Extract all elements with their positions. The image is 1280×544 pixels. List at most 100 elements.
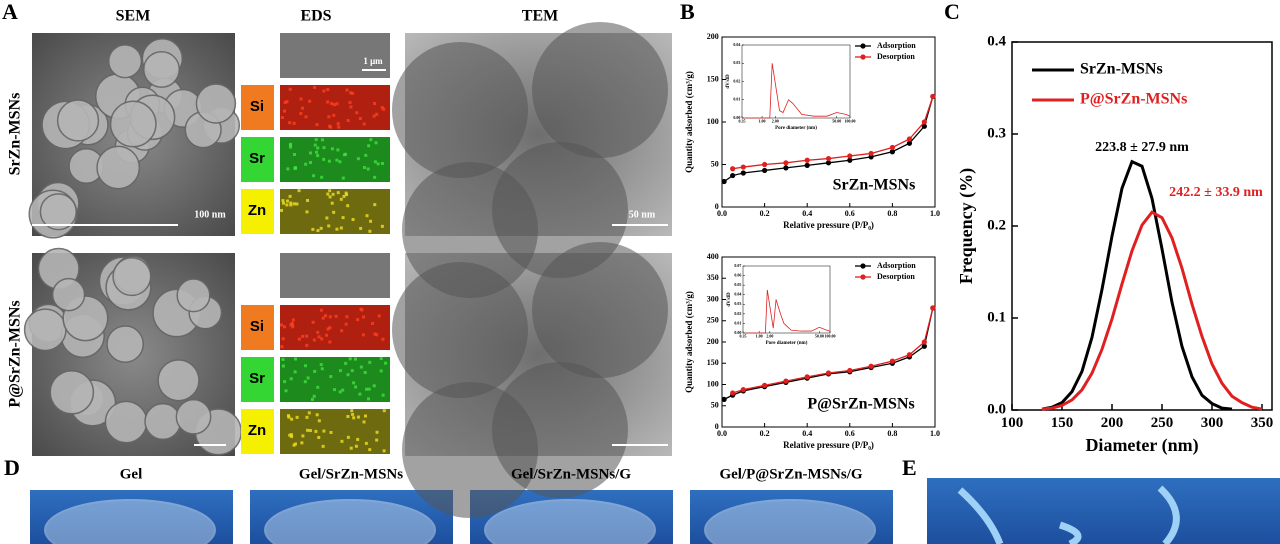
eds-dot bbox=[309, 161, 313, 165]
panel-label: C bbox=[944, 0, 960, 24]
particle bbox=[106, 325, 144, 363]
data-point bbox=[721, 396, 727, 402]
y-tick-label: 0.00 bbox=[733, 115, 740, 120]
eds-dot bbox=[381, 337, 385, 341]
particle bbox=[39, 193, 77, 231]
particle bbox=[107, 44, 143, 79]
x-tick-label: 0.6 bbox=[845, 209, 855, 218]
x-tick-label: 0.35 bbox=[740, 334, 747, 339]
eds-dot bbox=[280, 323, 284, 327]
eds-dot bbox=[326, 192, 330, 196]
gel bbox=[704, 499, 876, 544]
x-tick-label: 0.8 bbox=[887, 429, 897, 438]
eds-dot bbox=[286, 167, 290, 171]
eds-dot bbox=[375, 112, 379, 116]
eds-dot bbox=[314, 138, 318, 142]
x-tick-label: 0.4 bbox=[802, 429, 812, 438]
panel-label: A bbox=[2, 0, 18, 24]
y-axis-label: Frequency (%) bbox=[956, 168, 977, 284]
data-point bbox=[906, 136, 913, 142]
eds-image bbox=[280, 253, 390, 298]
x-tick-label: 300 bbox=[1201, 415, 1224, 431]
eds-dot bbox=[359, 226, 363, 230]
eds-dot bbox=[328, 189, 332, 193]
eds-dot bbox=[335, 102, 339, 106]
particle bbox=[23, 308, 67, 352]
particle bbox=[176, 278, 211, 313]
gel bbox=[264, 499, 436, 544]
eds-dot bbox=[326, 88, 330, 92]
eds-dot bbox=[316, 330, 320, 334]
eds-dot bbox=[344, 361, 348, 365]
x-tick-label: 0.35 bbox=[739, 119, 746, 124]
eds-dot bbox=[384, 361, 388, 365]
y-tick-label: 0.1 bbox=[987, 309, 1006, 325]
eds-dot bbox=[304, 115, 308, 119]
eds-dot bbox=[313, 369, 317, 373]
eds-dot bbox=[288, 121, 292, 125]
data-point bbox=[921, 343, 927, 349]
panel-label: E bbox=[902, 455, 917, 480]
eds-dot bbox=[365, 387, 369, 391]
eds-dot bbox=[330, 201, 334, 205]
eds-dot bbox=[306, 198, 310, 202]
eds-dot bbox=[373, 175, 377, 179]
eds-dot bbox=[290, 435, 294, 439]
eds-dot bbox=[316, 154, 320, 158]
eds-dot bbox=[354, 444, 358, 448]
x-tick-label: 2.00 bbox=[766, 334, 773, 339]
x-tick-label: 0.0 bbox=[717, 429, 727, 438]
eds-dot bbox=[361, 333, 365, 337]
photo-caption: Gel/SrZn-MSNs/G bbox=[511, 466, 631, 482]
series-line bbox=[732, 96, 934, 170]
legend-marker bbox=[860, 54, 866, 60]
eds-dot bbox=[336, 148, 340, 152]
eds-dot bbox=[308, 151, 312, 155]
eds-dot bbox=[291, 325, 295, 329]
eds-dot bbox=[330, 147, 334, 151]
eds-dot bbox=[346, 373, 350, 377]
eds-dot bbox=[352, 416, 356, 420]
eds-dot bbox=[320, 175, 324, 179]
eds-dot bbox=[315, 123, 319, 127]
y-tick-label: 0 bbox=[715, 202, 719, 211]
data-point bbox=[762, 382, 768, 388]
eds-dot bbox=[364, 441, 368, 445]
particle bbox=[157, 359, 200, 402]
x-tick-label: 100.00 bbox=[845, 119, 856, 124]
eds-dot bbox=[328, 195, 332, 199]
eds-dot bbox=[351, 412, 355, 416]
eds-dot bbox=[356, 415, 360, 419]
legend-label: P@SrZn-MSNs bbox=[1080, 91, 1187, 108]
eds-dot bbox=[312, 338, 316, 342]
x-axis-label: Diameter (nm) bbox=[1085, 435, 1198, 456]
eds-dot bbox=[326, 100, 330, 104]
data-point bbox=[740, 164, 746, 170]
photo-caption: Gel/SrZn-MSNs bbox=[299, 466, 403, 482]
eds-dot bbox=[332, 103, 336, 107]
eds-dot bbox=[283, 380, 287, 384]
particle bbox=[195, 83, 237, 124]
eds-dot bbox=[375, 333, 379, 337]
y-tick-label: 0.05 bbox=[734, 282, 741, 287]
eds-dot bbox=[368, 448, 372, 452]
y-tick-label: 0.3 bbox=[987, 125, 1006, 141]
column-header: EDS bbox=[300, 8, 331, 25]
y-tick-label: 200 bbox=[707, 337, 719, 346]
eds-dot bbox=[321, 316, 325, 320]
y-tick-label: 350 bbox=[707, 273, 719, 282]
particle bbox=[109, 100, 157, 148]
element-label: Si bbox=[250, 318, 264, 335]
eds-dot bbox=[337, 125, 341, 129]
eds-dot bbox=[316, 385, 320, 389]
x-tick-label: 0.4 bbox=[802, 209, 812, 218]
eds-dot bbox=[354, 385, 358, 389]
particle bbox=[532, 22, 668, 158]
element-box bbox=[241, 305, 274, 350]
eds-dot bbox=[313, 143, 317, 147]
series-line bbox=[744, 63, 851, 119]
element-box bbox=[241, 137, 274, 182]
eds-dot bbox=[351, 91, 355, 95]
column-header: TEM bbox=[522, 8, 558, 25]
x-tick-label: 100.00 bbox=[825, 334, 836, 339]
